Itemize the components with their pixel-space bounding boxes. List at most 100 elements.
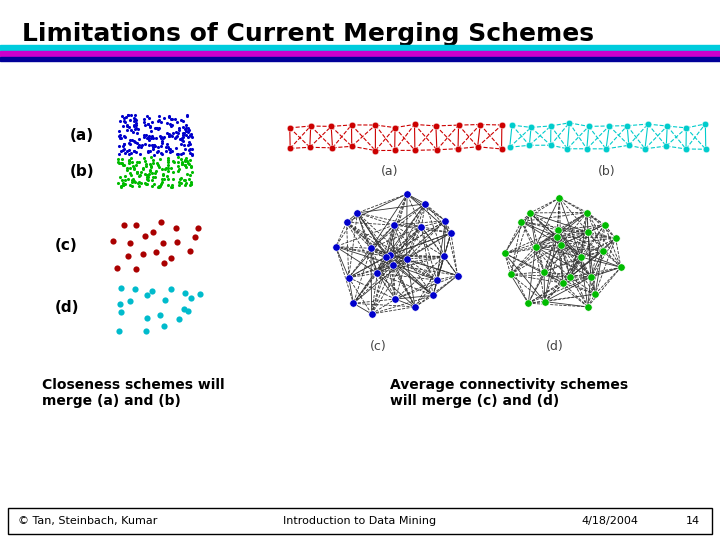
Point — [401, 190, 413, 198]
Point — [166, 183, 178, 191]
Point — [166, 120, 178, 129]
Point — [179, 129, 190, 137]
Point — [180, 131, 192, 139]
Point — [181, 111, 192, 120]
Point — [120, 118, 131, 126]
Point — [153, 183, 164, 191]
Point — [185, 293, 197, 302]
Point — [177, 131, 189, 139]
Point — [149, 124, 161, 133]
Point — [170, 224, 181, 233]
Point — [135, 178, 147, 187]
Point — [182, 133, 194, 141]
Point — [156, 150, 168, 158]
Point — [119, 140, 130, 149]
Point — [156, 180, 167, 188]
Point — [155, 133, 166, 141]
Point — [325, 122, 337, 131]
Point — [135, 143, 147, 152]
Point — [165, 253, 176, 262]
Point — [388, 221, 400, 230]
Point — [143, 114, 155, 123]
Point — [121, 121, 132, 130]
Point — [160, 146, 171, 155]
Point — [186, 130, 197, 138]
Point — [384, 251, 396, 259]
Point — [156, 148, 167, 157]
Point — [545, 122, 557, 130]
Point — [153, 181, 165, 190]
Point — [184, 126, 195, 134]
Point — [179, 161, 191, 170]
Point — [127, 174, 138, 183]
Point — [409, 302, 420, 311]
Point — [144, 122, 156, 130]
Point — [122, 175, 134, 184]
Point — [700, 145, 711, 153]
Point — [150, 124, 161, 132]
Point — [129, 114, 140, 123]
Point — [155, 141, 166, 150]
Text: 4/18/2004: 4/18/2004 — [582, 516, 639, 526]
Point — [145, 127, 157, 136]
Point — [141, 291, 153, 299]
Point — [420, 199, 431, 208]
Point — [130, 121, 141, 130]
Point — [179, 145, 191, 153]
Point — [176, 134, 187, 143]
Point — [163, 112, 175, 121]
Point — [120, 176, 131, 184]
Point — [132, 125, 143, 134]
Point — [151, 124, 163, 132]
Text: (b): (b) — [598, 165, 616, 178]
Point — [117, 180, 129, 189]
Point — [166, 164, 177, 172]
Point — [182, 307, 194, 315]
Point — [125, 169, 136, 178]
Point — [177, 129, 189, 138]
Point — [127, 128, 138, 137]
Point — [128, 114, 140, 123]
Point — [114, 182, 126, 191]
Point — [129, 121, 140, 130]
Point — [151, 148, 163, 157]
Point — [131, 129, 143, 138]
Point — [165, 114, 176, 123]
Point — [140, 120, 151, 129]
Point — [146, 132, 158, 140]
Point — [369, 121, 381, 130]
Point — [179, 124, 191, 133]
Point — [680, 145, 692, 153]
Point — [409, 146, 420, 154]
Point — [130, 265, 141, 273]
Text: Closeness schemes will
merge (a) and (b): Closeness schemes will merge (a) and (b) — [42, 378, 225, 408]
Point — [140, 157, 151, 166]
Point — [582, 302, 593, 311]
Point — [176, 136, 188, 145]
Point — [440, 217, 451, 225]
Point — [114, 126, 125, 135]
Point — [346, 142, 358, 151]
Point — [147, 156, 158, 165]
Point — [182, 124, 194, 132]
Point — [178, 176, 189, 185]
Point — [135, 168, 146, 177]
Point — [157, 134, 168, 143]
Point — [132, 143, 144, 151]
Point — [176, 157, 188, 166]
Point — [131, 167, 143, 176]
Point — [176, 179, 187, 188]
Point — [150, 167, 162, 176]
Point — [137, 141, 148, 150]
Point — [660, 141, 672, 150]
Point — [369, 146, 381, 155]
Point — [172, 153, 184, 161]
Point — [182, 140, 194, 149]
Text: 14: 14 — [686, 516, 700, 526]
Point — [181, 126, 193, 135]
Point — [113, 150, 125, 159]
Point — [153, 183, 165, 191]
Point — [161, 172, 173, 180]
Point — [155, 133, 166, 141]
Point — [128, 165, 140, 173]
